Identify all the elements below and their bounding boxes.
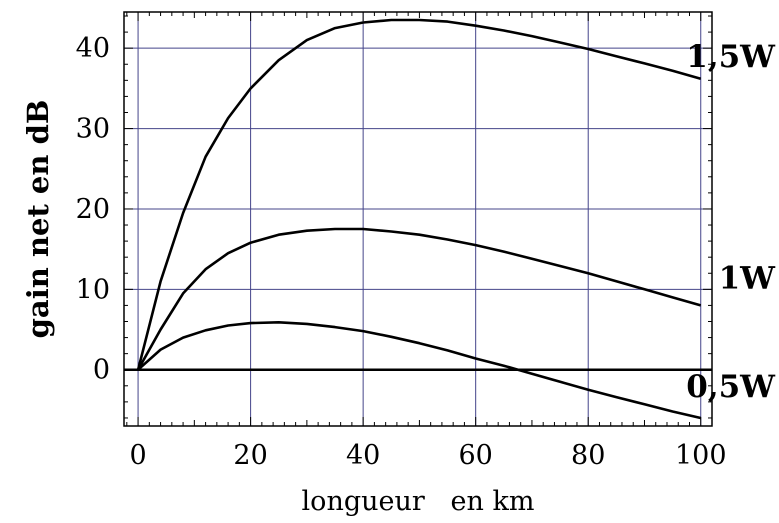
x-tick-label: 20	[233, 440, 267, 471]
x-tick-label: 60	[458, 440, 492, 471]
series-line-1	[136, 227, 702, 371]
y-tick-label: 40	[76, 33, 110, 64]
y-tick-label: 20	[76, 194, 110, 225]
x-tick-label: 0	[129, 440, 146, 471]
series-labels: 1,5W 1W 0,5W	[686, 39, 776, 405]
y-tick-label: 30	[76, 114, 110, 145]
y-tick-label: 10	[76, 274, 110, 305]
series-label-2: 0,5W	[686, 369, 776, 405]
y-axis-title: gain net en dB	[21, 100, 55, 339]
x-tick-label: 100	[675, 440, 727, 471]
series-label-1: 1W	[719, 260, 777, 296]
series-line-2	[137, 321, 701, 420]
x-tick-label: 80	[571, 440, 605, 471]
series-lines	[136, 18, 702, 420]
x-tick-labels: 0 20 40 60 80 100	[129, 440, 726, 471]
plot-frame	[123, 11, 713, 427]
x-tick-label: 40	[346, 440, 380, 471]
grid	[124, 12, 712, 426]
x-axis-title: longueur en km	[302, 486, 535, 517]
series-line-0	[136, 18, 702, 371]
series-label-0: 1,5W	[686, 39, 776, 75]
y-tick-label: 0	[93, 355, 110, 386]
y-tick-labels: 0 10 20 30 40	[76, 33, 110, 386]
minor-ticks	[124, 12, 713, 426]
